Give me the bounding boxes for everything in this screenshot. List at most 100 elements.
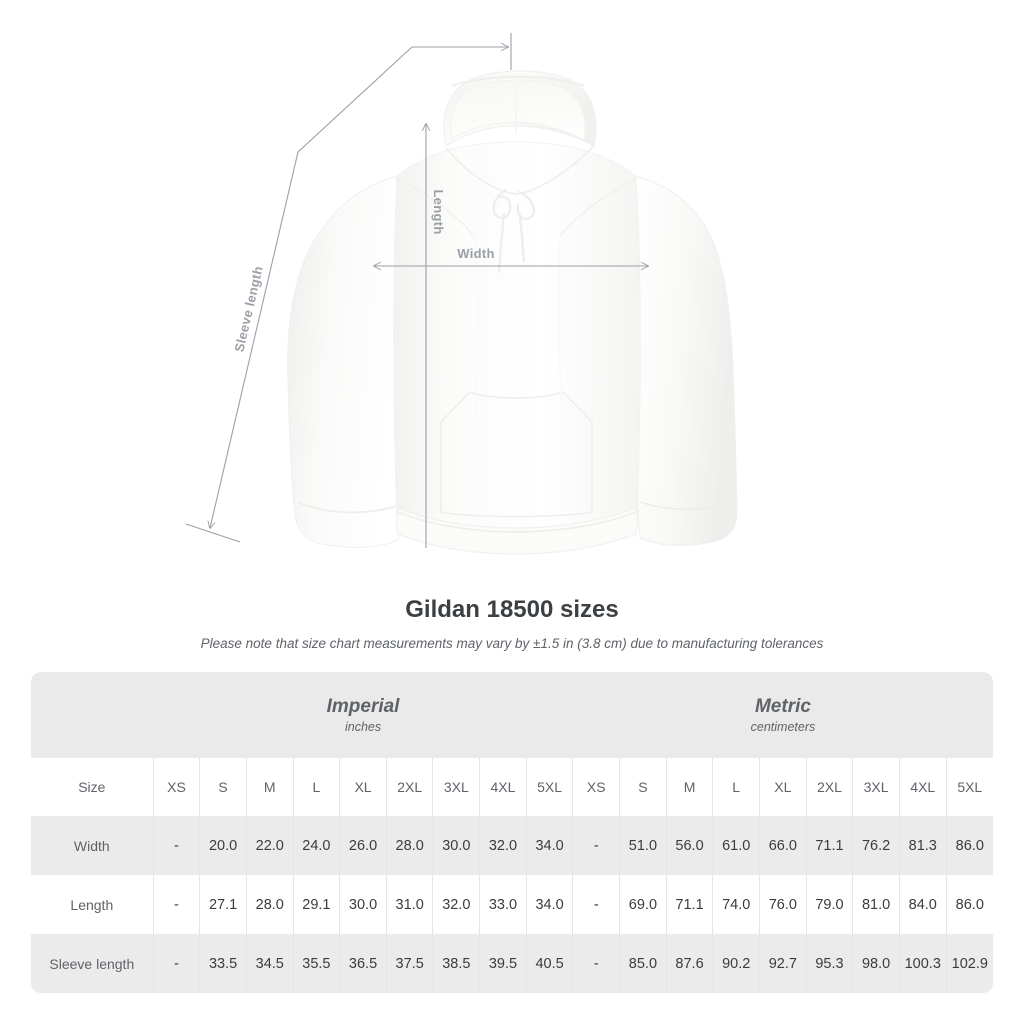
cell-length-metric-2xl: 79.0 — [805, 875, 853, 934]
measurement-annotations — [185, 33, 648, 548]
sleeve-length-label: Sleeve length — [231, 265, 265, 354]
cell-width-imperial-2xl: 28.0 — [385, 816, 433, 875]
column-header-imperial-5xl: 5XL — [525, 758, 573, 816]
cell-width-imperial-s: 20.0 — [199, 816, 247, 875]
cell-length-metric-3xl: 81.0 — [852, 875, 900, 934]
cell-sleeve-length-imperial-l: 35.5 — [292, 934, 340, 993]
page-title: Gildan 18500 sizes — [405, 596, 619, 623]
cell-length-imperial-2xl: 31.0 — [385, 875, 433, 934]
cell-width-metric-l: 61.0 — [712, 816, 760, 875]
cell-width-imperial-5xl: 34.0 — [525, 816, 573, 875]
column-header-size: Size — [31, 758, 154, 816]
cell-length-imperial-4xl: 33.0 — [479, 875, 527, 934]
cell-length-metric-5xl: 86.0 — [945, 875, 993, 934]
cell-width-imperial-xs: - — [152, 816, 200, 875]
cell-sleeve-length-imperial-xl: 36.5 — [339, 934, 387, 993]
cell-width-imperial-3xl: 30.0 — [432, 816, 480, 875]
cell-sleeve-length-imperial-3xl: 38.5 — [432, 934, 480, 993]
cell-sleeve-length-metric-4xl: 100.3 — [898, 934, 947, 993]
column-header-metric-2xl: 2XL — [805, 758, 853, 816]
hoodie-artwork — [287, 70, 738, 555]
column-header-imperial-l: L — [292, 758, 340, 816]
unit-header-imperial-sub: inches — [344, 719, 382, 734]
cell-width-metric-2xl: 71.1 — [805, 816, 853, 875]
column-header-imperial-xs: XS — [152, 758, 200, 816]
size-chart-table: Imperial inches Metric centimeters Size XS S M L… — [31, 672, 993, 993]
cell-length-metric-xs: - — [572, 875, 620, 934]
hoodie-measurement-diagram: Width Length Sleeve length — [185, 33, 738, 555]
table-row: Width -20.0 22.0 24.0 26.0 28.0 30.0 32.0 34.0-5… — [31, 816, 993, 875]
size-chart-table-wrapper: Imperial inches Metric centimeters Size XS S M L… — [31, 672, 993, 993]
left-sleeve — [287, 175, 403, 548]
cell-width-metric-5xl: 86.0 — [945, 816, 993, 875]
cell-sleeve-length-metric-s: 85.0 — [619, 934, 667, 993]
hoodie-body — [393, 141, 641, 555]
cell-length-imperial-xs: - — [152, 875, 200, 934]
cell-width-metric-s: 51.0 — [619, 816, 667, 875]
cell-sleeve-length-imperial-m: 34.5 — [245, 934, 294, 993]
cell-width-imperial-m: 22.0 — [245, 816, 294, 875]
unit-header-metric: Metric centimeters — [572, 672, 993, 758]
right-sleeve — [635, 175, 738, 546]
unit-band-spacer — [31, 672, 154, 758]
table-row: Length -27.1 28.0 29.1 30.0 31.0 32.0 33.0 34.0-… — [31, 875, 993, 934]
cell-sleeve-length-imperial-5xl: 40.5 — [525, 934, 573, 993]
column-header-imperial-s: S — [199, 758, 247, 816]
column-header-metric-l: L — [712, 758, 760, 816]
sleeve-length-line-diagonal — [210, 151, 299, 528]
column-header-imperial-2xl: 2XL — [385, 758, 433, 816]
title-block: Gildan 18500 sizes Please note that size… — [0, 596, 1024, 652]
unit-header-imperial-name: Imperial — [326, 695, 400, 717]
cell-width-metric-4xl: 81.3 — [898, 816, 947, 875]
cell-length-metric-m: 71.1 — [665, 875, 713, 934]
cell-sleeve-length-metric-xl: 92.7 — [759, 934, 807, 993]
cell-sleeve-length-imperial-s: 33.5 — [199, 934, 247, 993]
cell-sleeve-length-imperial-4xl: 39.5 — [479, 934, 527, 993]
row-header-width: Width — [31, 816, 154, 875]
sleeve-length-line-top — [297, 47, 508, 153]
cell-width-metric-xs: - — [572, 816, 620, 875]
cell-length-imperial-xl: 30.0 — [339, 875, 387, 934]
cell-width-imperial-4xl: 32.0 — [479, 816, 527, 875]
cell-width-imperial-l: 24.0 — [292, 816, 340, 875]
cell-sleeve-length-metric-l: 90.2 — [712, 934, 760, 993]
cell-length-imperial-5xl: 34.0 — [525, 875, 573, 934]
cell-sleeve-length-metric-2xl: 95.3 — [805, 934, 853, 993]
cell-length-metric-s: 69.0 — [619, 875, 667, 934]
column-header-imperial-xl: XL — [339, 758, 387, 816]
cell-sleeve-length-imperial-xs: - — [152, 934, 200, 993]
column-header-metric-3xl: 3XL — [852, 758, 900, 816]
cell-sleeve-length-metric-5xl: 102.9 — [945, 934, 993, 993]
column-header-metric-4xl: 4XL — [898, 758, 947, 816]
row-header-length: Length — [31, 875, 154, 934]
cell-length-metric-4xl: 84.0 — [898, 875, 947, 934]
hood-opening — [450, 79, 586, 141]
column-header-metric-xl: XL — [759, 758, 807, 816]
column-header-metric-5xl: 5XL — [945, 758, 993, 816]
cell-length-metric-l: 74.0 — [712, 875, 760, 934]
unit-header-metric-sub: centimeters — [750, 719, 816, 734]
neckline — [445, 145, 595, 195]
cell-width-metric-xl: 66.0 — [759, 816, 807, 875]
kangaroo-pocket — [440, 391, 593, 518]
width-label: Width — [457, 246, 494, 261]
row-header-sleeve-length: Sleeve length — [31, 934, 154, 993]
bottom-hem — [396, 507, 638, 555]
cell-sleeve-length-imperial-2xl: 37.5 — [385, 934, 433, 993]
cell-width-imperial-xl: 26.0 — [339, 816, 387, 875]
sleeve-bottom-tick — [185, 523, 241, 543]
cell-length-imperial-m: 28.0 — [245, 875, 294, 934]
length-label: Length — [431, 189, 446, 234]
table-row: Sleeve length -33.5 34.5 35.5 36.5 37.5 38.5 39… — [31, 934, 993, 993]
column-header-metric-xs: XS — [572, 758, 620, 816]
cell-width-metric-m: 56.0 — [665, 816, 713, 875]
unit-band-row: Imperial inches Metric centimeters — [31, 672, 993, 758]
cell-length-imperial-s: 27.1 — [199, 875, 247, 934]
column-header-metric-s: S — [619, 758, 667, 816]
cell-sleeve-length-metric-xs: - — [572, 934, 620, 993]
cell-length-metric-xl: 76.0 — [759, 875, 807, 934]
cell-length-imperial-l: 29.1 — [292, 875, 340, 934]
cell-width-metric-3xl: 76.2 — [852, 816, 900, 875]
cell-length-imperial-3xl: 32.0 — [432, 875, 480, 934]
unit-header-imperial: Imperial inches — [153, 672, 573, 758]
